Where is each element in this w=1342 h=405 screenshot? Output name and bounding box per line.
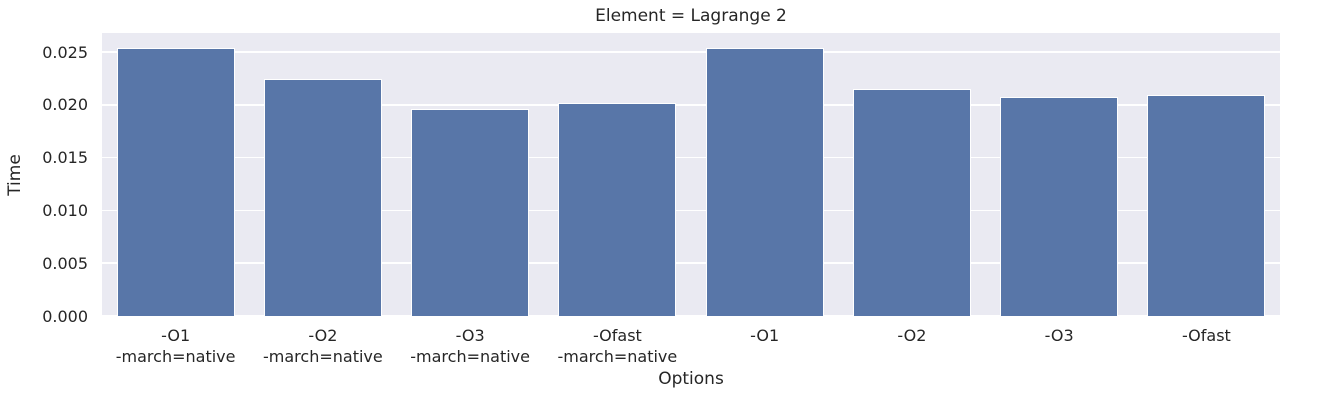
x-tick-label: -O2 -march=native [263, 326, 383, 366]
x-tick-label: -O3 [1044, 326, 1074, 345]
y-tick-label: 0.005 [42, 253, 88, 273]
x-axis-label: Options [658, 369, 724, 389]
y-tick-label: 0.000 [42, 306, 88, 326]
x-tick-label: -O1 [750, 326, 780, 345]
bar [411, 109, 530, 316]
x-tick-label: -O1 -march=native [115, 326, 236, 366]
x-tick-label: -Ofast [1181, 326, 1231, 345]
chart-title: Element = Lagrange 2 [595, 6, 787, 26]
gridline [102, 315, 1280, 317]
x-tick-label: -O3 -march=native [410, 326, 530, 366]
bar [263, 79, 382, 316]
gridline [102, 156, 1280, 159]
plot-area [102, 33, 1280, 317]
bar [116, 47, 235, 316]
gridline [102, 209, 1280, 212]
y-axis: 0.000 0.005 0.010 0.015 0.020 0.025 [0, 33, 88, 326]
bar [1147, 95, 1266, 316]
bar [705, 47, 824, 316]
y-tick-label: 0.020 [42, 95, 88, 115]
bar [1000, 97, 1119, 316]
gridline [102, 104, 1280, 106]
gridline [102, 51, 1280, 53]
bar [558, 102, 677, 316]
x-tick-label: -Ofast -march=native [557, 326, 678, 366]
gridline [102, 262, 1280, 265]
bar [852, 88, 971, 316]
x-axis: -O1 -march=native -O2 -march=native -O3 -m… [102, 316, 1280, 376]
y-tick-label: 0.010 [42, 200, 88, 220]
x-tick-label: -O2 [897, 326, 927, 345]
y-tick-label: 0.025 [42, 42, 88, 62]
y-tick-label: 0.015 [42, 148, 88, 168]
